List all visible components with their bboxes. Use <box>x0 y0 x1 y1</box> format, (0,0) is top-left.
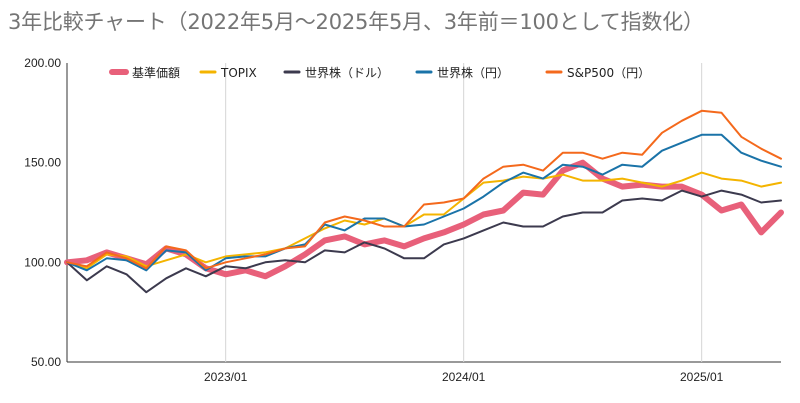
y-tick-label: 150.00 <box>24 156 61 170</box>
series-line <box>66 109 782 270</box>
x-tick-label: 2023/01 <box>204 370 248 384</box>
legend-label: TOPIX <box>220 66 257 80</box>
series-line <box>66 171 782 270</box>
series-line <box>66 189 782 294</box>
x-tick-label: 2025/01 <box>680 370 724 384</box>
y-tick-label: 100.00 <box>24 255 61 269</box>
y-tick-label: 200.00 <box>24 56 61 70</box>
y-tick-label: 50.00 <box>31 355 61 369</box>
series-line <box>66 133 782 272</box>
legend-label: 世界株（ドル） <box>305 65 389 80</box>
legend-label: 世界株（円） <box>437 65 509 80</box>
legend-label: 基準価額 <box>132 65 180 80</box>
x-tick-label: 2024/01 <box>442 370 486 384</box>
chart-title: 3年比較チャート（2022年5月〜2025年5月、3年前＝100として指数化） <box>8 10 704 34</box>
legend-label: S&P500（円） <box>567 66 650 80</box>
